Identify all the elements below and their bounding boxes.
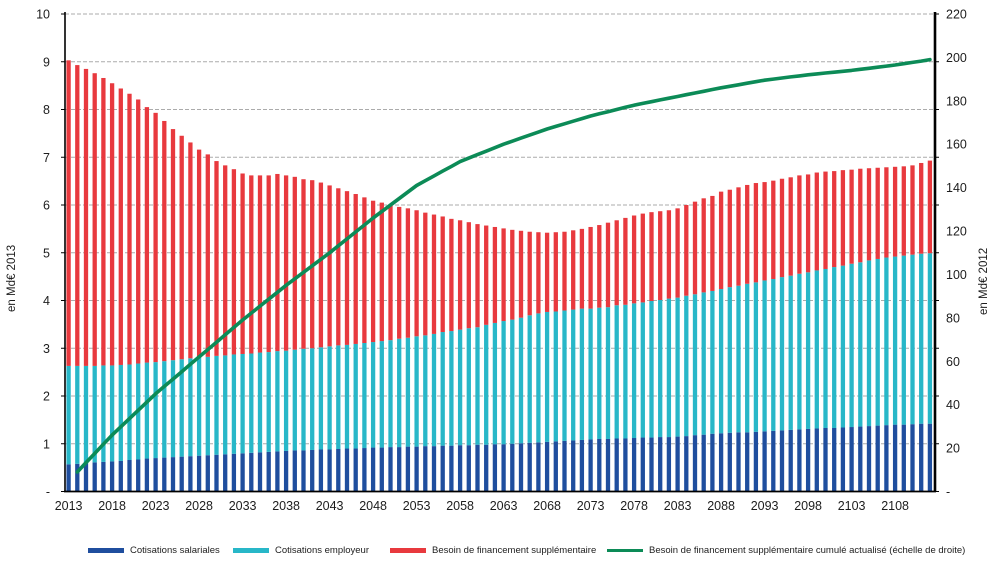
- svg-text:2053: 2053: [403, 499, 431, 513]
- svg-text:20: 20: [946, 442, 960, 456]
- legend-item-cotisations-salariales: Cotisations salariales: [88, 545, 220, 556]
- svg-text:100: 100: [946, 268, 967, 282]
- svg-text:2078: 2078: [620, 499, 648, 513]
- svg-text:2023: 2023: [142, 499, 170, 513]
- svg-text:10: 10: [36, 8, 50, 22]
- svg-text:2063: 2063: [490, 499, 518, 513]
- svg-text:180: 180: [946, 94, 967, 108]
- svg-text:2083: 2083: [664, 499, 692, 513]
- svg-text:3: 3: [43, 342, 50, 356]
- legend-item-besoin-financement: Besoin de financement supplémentaire: [390, 545, 596, 556]
- svg-text:8: 8: [43, 103, 50, 117]
- svg-text:2103: 2103: [838, 499, 866, 513]
- cumulative-line: [75, 57, 932, 474]
- x-axis-tick-labels: 2013 2018 2023 2028 2033 2038 2043 2048 2053 2058…: [55, 499, 909, 513]
- svg-text:220: 220: [946, 8, 967, 22]
- legend-swatch-besoin-financement: [390, 548, 426, 553]
- svg-text:1: 1: [43, 437, 50, 451]
- svg-text:2073: 2073: [577, 499, 605, 513]
- svg-text:80: 80: [946, 311, 960, 325]
- svg-text:6: 6: [43, 199, 50, 213]
- svg-text:7: 7: [43, 151, 50, 165]
- svg-text:2028: 2028: [185, 499, 213, 513]
- right-axis-tick-labels: - 20 40 60 80 100 120 140 160 180 200 220: [946, 8, 967, 500]
- legend-label: Cotisations employeur: [275, 545, 369, 556]
- svg-text:-: -: [46, 485, 50, 499]
- legend: Cotisations salariales Cotisations emplo…: [0, 541, 995, 561]
- stacked-bars-layer: [66, 60, 933, 492]
- svg-text:2018: 2018: [98, 499, 126, 513]
- right-axis-title: en Md€ 2012: [978, 247, 990, 315]
- svg-text:2108: 2108: [881, 499, 909, 513]
- svg-text:2093: 2093: [751, 499, 779, 513]
- legend-swatch-cotisations-employeur: [233, 548, 269, 553]
- left-axis-tick-labels: - 1 2 3 4 5 6 7 8 9 10: [36, 8, 50, 500]
- left-axis-title: en Md€ 2013: [6, 244, 18, 312]
- svg-text:5: 5: [43, 246, 50, 260]
- svg-text:9: 9: [43, 55, 50, 69]
- legend-label: Besoin de financement supplémentaire cum…: [649, 545, 966, 556]
- legend-label: Cotisations salariales: [130, 545, 220, 556]
- y-gridlines: [65, 13, 935, 445]
- svg-text:2: 2: [43, 390, 50, 404]
- legend-swatch-cotisations-salariales: [88, 548, 124, 553]
- chart-plot-area: - 1 2 3 4 5 6 7 8 9 10 - 20 40 60 80 100 120 140 160 180 200…: [36, 8, 967, 514]
- svg-text:2043: 2043: [316, 499, 344, 513]
- legend-item-cotisations-employeur: Cotisations employeur: [233, 545, 369, 556]
- svg-text:-: -: [946, 485, 950, 499]
- svg-text:2038: 2038: [272, 499, 300, 513]
- svg-text:2098: 2098: [794, 499, 822, 513]
- svg-text:200: 200: [946, 51, 967, 65]
- legend-item-besoin-cumule: Besoin de financement supplémentaire cum…: [607, 545, 965, 556]
- svg-text:140: 140: [946, 181, 967, 195]
- svg-text:120: 120: [946, 225, 967, 239]
- axis-lines: [61, 12, 939, 493]
- svg-text:2033: 2033: [229, 499, 257, 513]
- legend-swatch-besoin-cumule-line: [607, 549, 643, 552]
- svg-text:2048: 2048: [359, 499, 387, 513]
- svg-text:60: 60: [946, 355, 960, 369]
- svg-text:2088: 2088: [707, 499, 735, 513]
- svg-text:4: 4: [43, 294, 50, 308]
- svg-text:2068: 2068: [533, 499, 561, 513]
- svg-text:2013: 2013: [55, 499, 83, 513]
- svg-text:2058: 2058: [446, 499, 474, 513]
- legend-label: Besoin de financement supplémentaire: [432, 545, 597, 556]
- svg-text:40: 40: [946, 398, 960, 412]
- svg-text:160: 160: [946, 138, 967, 152]
